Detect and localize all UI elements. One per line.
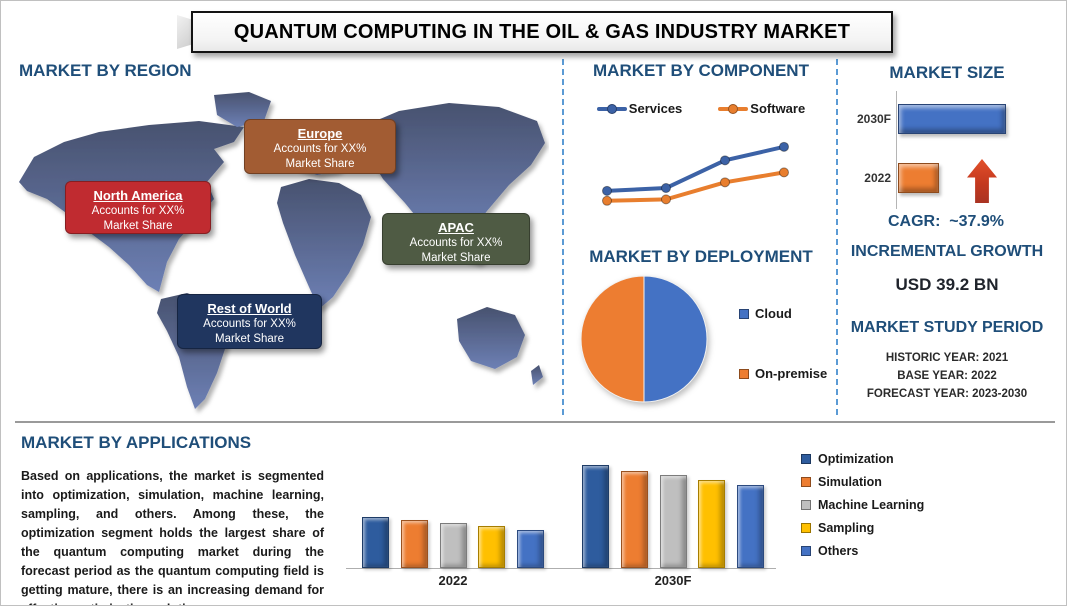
category-label-2030f: 2030F: [654, 573, 692, 588]
optimization-swatch-icon: [801, 453, 811, 464]
legend-label: Services: [628, 101, 683, 116]
deployment-pie-chart: [578, 273, 710, 405]
bar-simulation-2030f: [620, 471, 648, 568]
legend-label: Sampling: [818, 520, 875, 535]
bar-simulation-2022: [400, 520, 428, 568]
continent-australia: [457, 307, 525, 369]
callout-share-line: Accounts for XX%: [203, 318, 296, 330]
callout-share-line: Accounts for XX%: [273, 143, 367, 155]
software-line-marker-icon: [718, 103, 749, 114]
callout-share-line: Accounts for XX%: [409, 237, 503, 249]
legend-item-software: Software: [718, 101, 805, 116]
applications-legend: Optimization Simulation Machine Learning…: [801, 447, 924, 562]
heading-incremental-growth: INCREMENTAL GROWTH: [850, 243, 1044, 260]
callout-europe: Europe Accounts for XX% Market Share: [244, 119, 396, 174]
category-label-2022: 2022: [438, 573, 468, 588]
legend-item-on-premise: On-premise: [739, 366, 827, 381]
island-new-zealand: [531, 365, 543, 385]
legend-item-sampling: Sampling: [801, 516, 924, 539]
callout-title: Europe: [297, 126, 343, 141]
sampling-swatch-icon: [801, 522, 811, 533]
legend-item-optimization: Optimization: [801, 447, 924, 470]
growth-arrow-icon: [967, 159, 997, 203]
bar-others-2022: [517, 530, 544, 568]
legend-label: Optimization: [818, 451, 894, 466]
continent-africa: [277, 179, 371, 309]
callout-share-line: Market Share: [214, 333, 285, 345]
bar-machine-learning-2022: [439, 523, 467, 568]
simulation-swatch-icon: [801, 476, 811, 487]
market-size-bar-2022: [898, 163, 939, 193]
legend-label: Cloud: [755, 306, 792, 321]
title-banner: QUANTUM COMPUTING IN THE OIL & GAS INDUS…: [191, 11, 893, 53]
legend-item-others: Others: [801, 539, 924, 562]
on-premise-swatch-icon: [739, 368, 749, 379]
component-line-chart: [593, 137, 808, 217]
heading-market-by-applications: MARKET BY APPLICATIONS: [21, 433, 252, 452]
study-period-lines: HISTORIC YEAR: 2021 BASE YEAR: 2022 FORE…: [841, 349, 1053, 403]
legend-label: Others: [818, 543, 859, 558]
applications-bar-chart: 2022 2030F: [341, 431, 781, 591]
historic-year: HISTORIC YEAR: 2021: [885, 352, 1009, 364]
market-size-bar-2030f: [898, 104, 1006, 134]
vertical-divider-left: [562, 59, 564, 415]
bar-optimization-2030f: [582, 465, 609, 568]
legend-label: Simulation: [818, 474, 882, 489]
market-size-category-label: 2022: [864, 171, 891, 185]
cagr-label: CAGR:: [887, 213, 941, 230]
callout-share-line: Market Share: [103, 220, 173, 232]
software-dot-icon: [728, 103, 739, 114]
page-title: QUANTUM COMPUTING IN THE OIL & GAS INDUS…: [233, 20, 851, 43]
callout-title: APAC: [438, 220, 474, 235]
legend-item-cloud: Cloud: [739, 306, 792, 321]
bar-machine-learning-2030f: [659, 475, 687, 568]
component-chart-legend: Services Software: [576, 101, 826, 116]
market-size-category-label: 2030F: [856, 112, 891, 126]
vertical-divider-right: [836, 59, 838, 415]
applications-paragraph: Based on applications, the market is seg…: [21, 469, 324, 605]
heading-market-study-period: MARKET STUDY PERIOD: [850, 319, 1044, 336]
bar-sampling-2030f: [698, 480, 726, 568]
island-greenland: [214, 92, 271, 127]
callout-title: Rest of World: [207, 301, 292, 316]
heading-market-by-component: MARKET BY COMPONENT: [593, 61, 809, 80]
heading-market-size: MARKET SIZE: [889, 63, 1005, 82]
others-swatch-icon: [801, 545, 811, 556]
bar-sampling-2022: [478, 526, 506, 568]
callout-share-line: Market Share: [285, 158, 355, 170]
bar-others-2030f: [737, 485, 764, 568]
cagr-value: CAGR: ~37.9%: [846, 213, 1046, 231]
legend-label: Software: [750, 101, 806, 116]
base-year: BASE YEAR: 2022: [897, 370, 997, 382]
bar-optimization-2022: [362, 517, 389, 568]
services-dot-icon: [606, 103, 617, 114]
callout-title: North America: [93, 188, 183, 203]
horizontal-divider: [15, 421, 1055, 423]
incremental-growth-value: USD 39.2 BN: [895, 275, 999, 294]
callout-apac: APAC Accounts for XX% Market Share: [382, 213, 530, 265]
services-line-marker-icon: [596, 103, 627, 114]
cloud-swatch-icon: [739, 308, 749, 319]
callout-share-line: Accounts for XX%: [91, 205, 185, 217]
legend-item-machine-learning: Machine Learning: [801, 493, 924, 516]
market-size-axis: [896, 91, 897, 209]
machine-learning-swatch-icon: [801, 499, 811, 510]
legend-item-simulation: Simulation: [801, 470, 924, 493]
heading-market-by-region: MARKET BY REGION: [19, 61, 192, 80]
applications-axis: [346, 568, 776, 569]
legend-label: On-premise: [755, 366, 828, 381]
callout-rest-of-world: Rest of World Accounts for XX% Market Sh…: [177, 294, 322, 349]
heading-market-by-deployment: MARKET BY DEPLOYMENT: [589, 247, 813, 266]
legend-label: Machine Learning: [818, 497, 925, 512]
callout-north-america: North America Accounts for XX% Market Sh…: [65, 181, 211, 234]
legend-item-services: Services: [596, 101, 683, 116]
forecast-year: FORECAST YEAR: 2023-2030: [866, 388, 1028, 400]
continent-asia: [361, 103, 545, 243]
cagr-number: ~37.9%: [949, 213, 1005, 230]
callout-share-line: Market Share: [421, 252, 491, 264]
